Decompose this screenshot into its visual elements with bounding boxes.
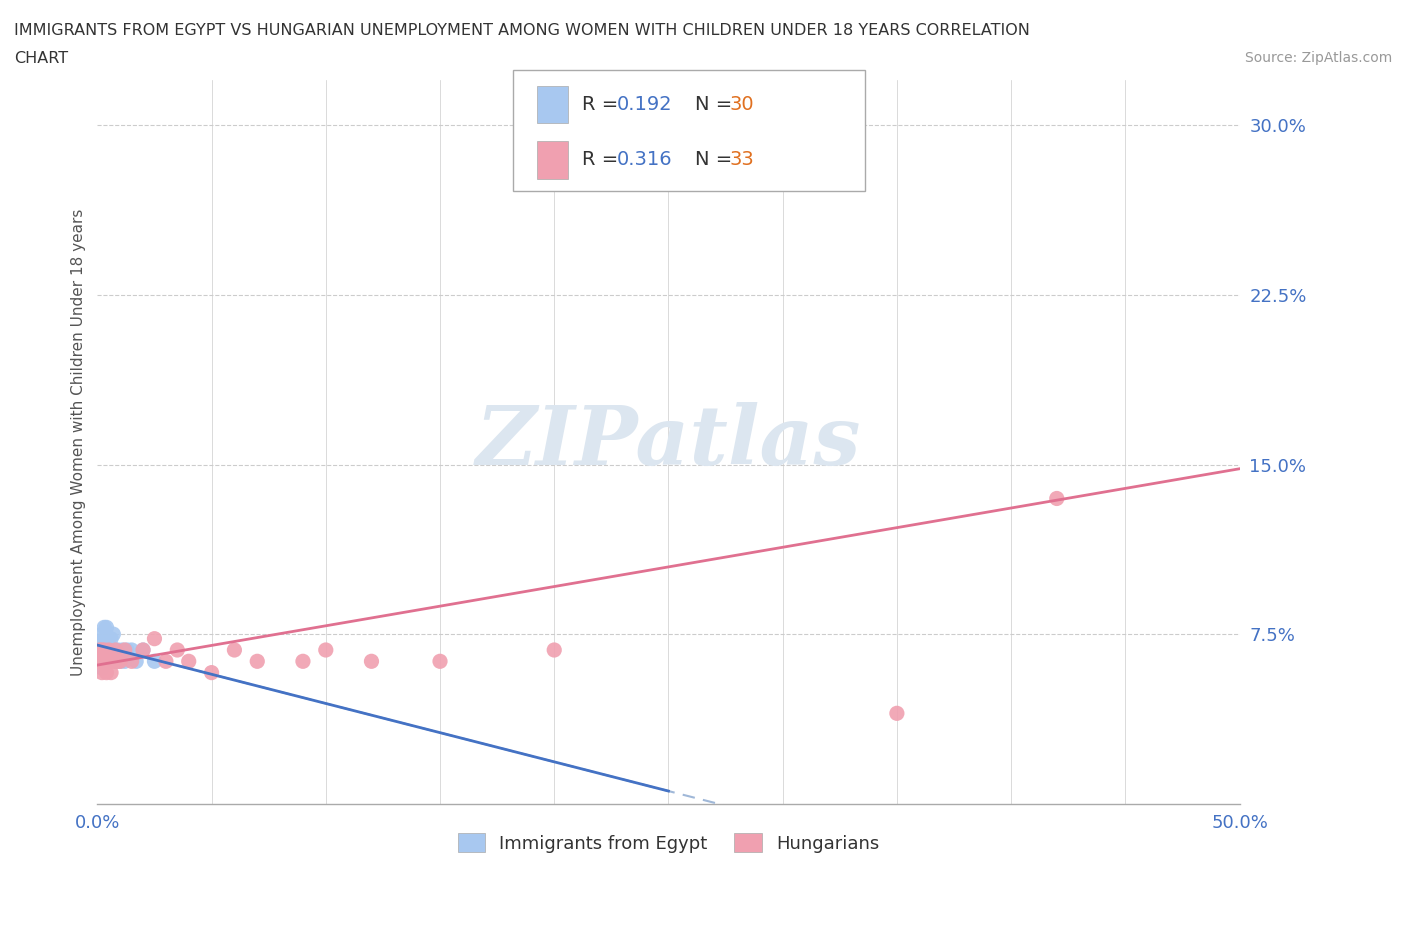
Text: N =: N =	[695, 151, 738, 169]
Point	[1046, 491, 1069, 506]
Point	[111, 643, 134, 658]
Point	[224, 643, 246, 658]
Point	[155, 654, 177, 669]
Point	[291, 654, 314, 669]
Point	[100, 631, 122, 646]
Point	[200, 665, 222, 680]
Point	[97, 654, 120, 669]
Text: R =: R =	[582, 151, 624, 169]
Point	[657, 163, 679, 178]
Text: N =: N =	[695, 95, 738, 113]
Point	[315, 643, 337, 658]
Point	[104, 654, 127, 669]
Point	[93, 643, 115, 658]
Point	[90, 643, 112, 658]
Point	[543, 643, 565, 658]
Point	[108, 654, 131, 669]
Point	[93, 633, 115, 648]
Point	[143, 654, 166, 669]
Y-axis label: Unemployment Among Women with Children Under 18 years: Unemployment Among Women with Children U…	[72, 208, 86, 675]
Point	[96, 631, 118, 646]
Point	[143, 631, 166, 646]
Point	[114, 654, 136, 669]
Point	[89, 643, 111, 658]
Point	[96, 643, 118, 658]
Text: 0.316: 0.316	[617, 151, 673, 169]
Text: IMMIGRANTS FROM EGYPT VS HUNGARIAN UNEMPLOYMENT AMONG WOMEN WITH CHILDREN UNDER : IMMIGRANTS FROM EGYPT VS HUNGARIAN UNEMP…	[14, 23, 1031, 38]
Point	[103, 654, 125, 669]
Point	[90, 665, 112, 680]
Text: CHART: CHART	[14, 51, 67, 66]
Point	[429, 654, 451, 669]
Point	[177, 654, 200, 669]
Point	[132, 643, 155, 658]
Text: R =: R =	[582, 95, 624, 113]
Point	[90, 627, 112, 642]
Point	[103, 643, 125, 658]
Legend: Immigrants from Egypt, Hungarians: Immigrants from Egypt, Hungarians	[450, 826, 887, 860]
Point	[96, 665, 118, 680]
Point	[886, 706, 908, 721]
Point	[90, 643, 112, 658]
Text: 0.192: 0.192	[617, 95, 673, 113]
Point	[89, 633, 111, 648]
Point	[132, 643, 155, 658]
Point	[107, 643, 129, 658]
Point	[125, 654, 148, 669]
Point	[97, 654, 120, 669]
Point	[115, 643, 138, 658]
Point	[121, 643, 143, 658]
Point	[90, 660, 112, 675]
Point	[97, 631, 120, 646]
Point	[93, 643, 115, 658]
Point	[360, 654, 382, 669]
Point	[89, 654, 111, 669]
Point	[97, 643, 120, 658]
Point	[89, 643, 111, 658]
Point	[108, 654, 131, 669]
Point	[93, 620, 115, 635]
Point	[107, 654, 129, 669]
Text: ZIPatlas: ZIPatlas	[475, 402, 862, 482]
Point	[93, 654, 115, 669]
Point	[166, 643, 188, 658]
Point	[96, 620, 118, 635]
Point	[104, 643, 127, 658]
Point	[93, 654, 115, 669]
Text: 30: 30	[730, 95, 755, 113]
Point	[89, 652, 111, 667]
Point	[100, 643, 122, 658]
Text: 33: 33	[730, 151, 755, 169]
Text: Source: ZipAtlas.com: Source: ZipAtlas.com	[1244, 51, 1392, 65]
Point	[121, 654, 143, 669]
Point	[96, 654, 118, 669]
Point	[97, 643, 120, 658]
Point	[100, 665, 122, 680]
Point	[114, 643, 136, 658]
Point	[103, 627, 125, 642]
Point	[246, 654, 269, 669]
